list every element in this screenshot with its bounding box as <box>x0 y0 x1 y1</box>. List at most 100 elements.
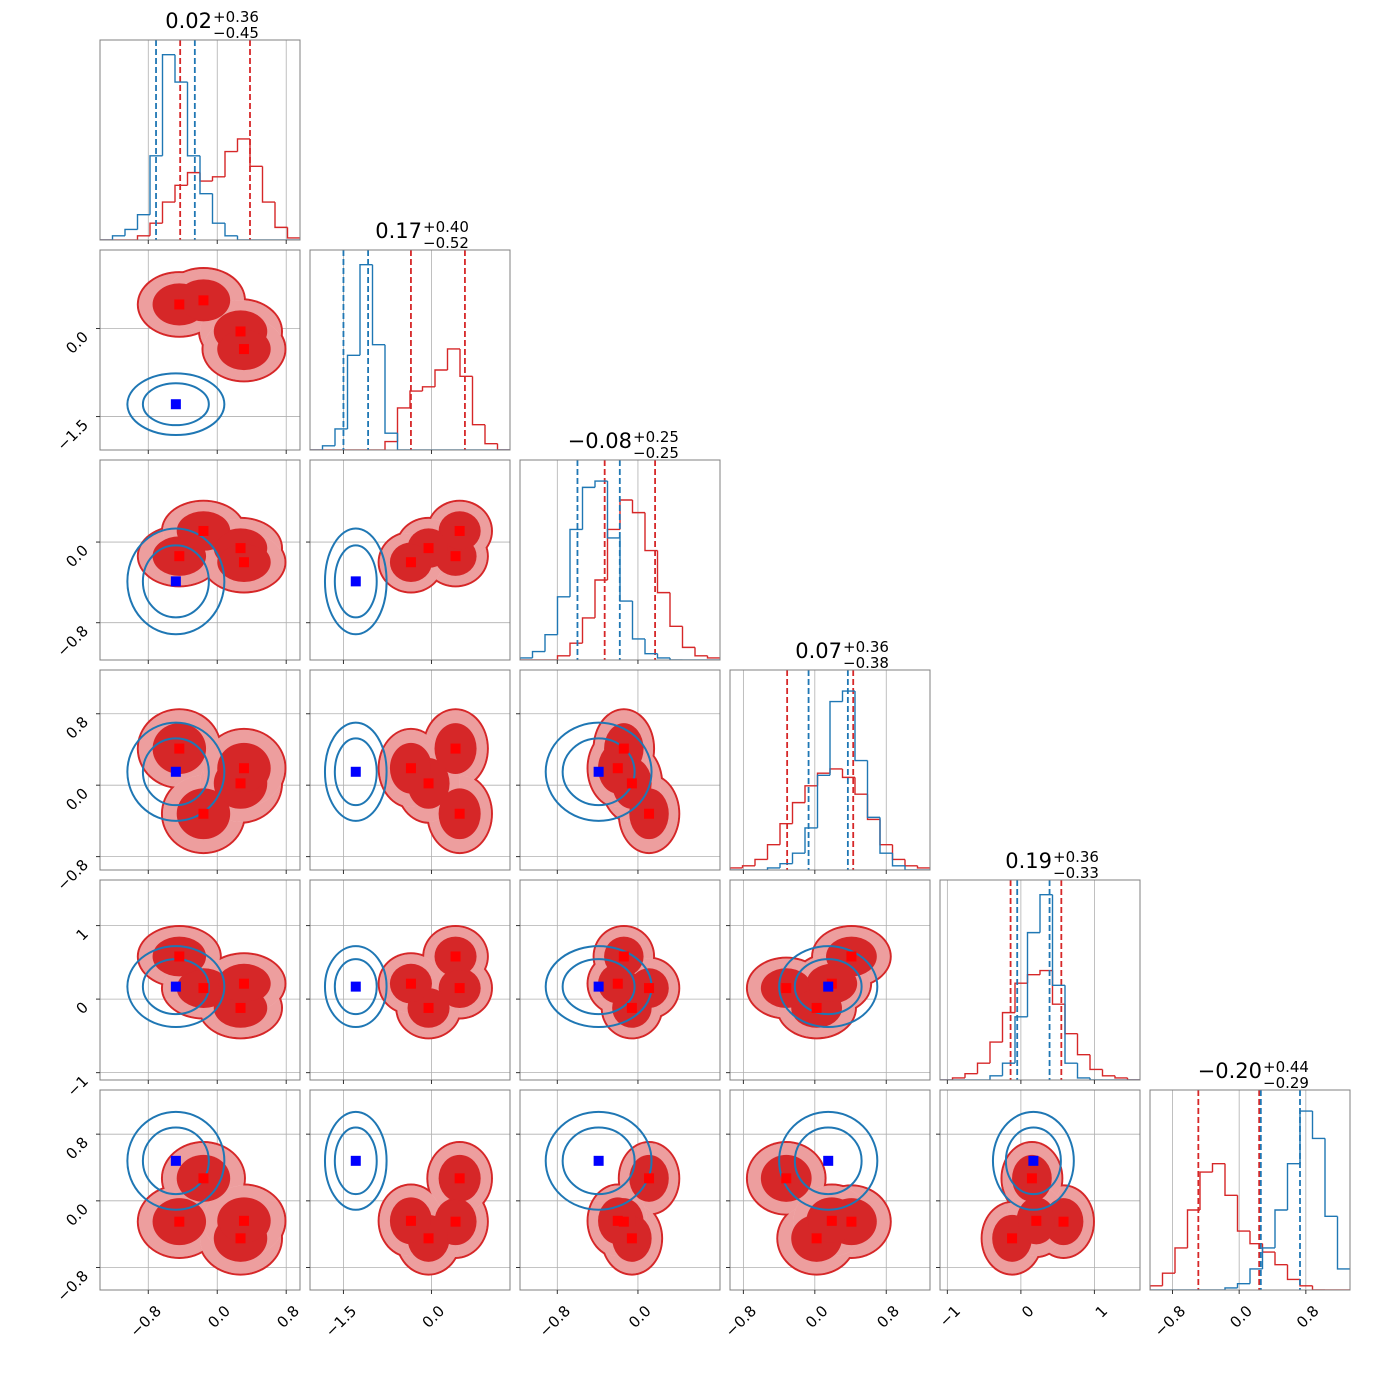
mode-marker <box>781 983 792 994</box>
density-contour <box>991 1110 1075 1211</box>
histogram-step <box>779 862 793 868</box>
histogram-step <box>619 537 633 602</box>
mode-marker <box>644 983 655 994</box>
panel: 0.19 +0.36−0.33 <box>939 848 1141 1084</box>
mode-marker <box>405 763 416 774</box>
mode-marker <box>423 778 434 789</box>
panel-frame <box>99 669 301 871</box>
y-tick-label: 0.8 <box>62 1133 92 1163</box>
mode-marker <box>1007 1233 1018 1244</box>
y-tick-label: −0.8 <box>54 856 92 894</box>
mode-marker <box>235 543 246 554</box>
mode-marker <box>811 1002 822 1013</box>
mode-marker <box>423 1233 434 1244</box>
mode-marker <box>846 1216 857 1227</box>
histogram-step <box>964 1072 978 1078</box>
histogram-step <box>644 512 658 552</box>
histogram-step <box>321 445 335 450</box>
panel <box>306 879 511 1084</box>
mode-marker <box>198 1173 209 1184</box>
title-minus-error: −0.45 <box>213 24 259 42</box>
title-plus-error: +0.36 <box>843 638 889 656</box>
histogram-step <box>1336 1216 1350 1270</box>
histogram-step <box>1076 1063 1090 1079</box>
histogram-step <box>766 867 780 870</box>
histogram-step <box>1224 1287 1238 1290</box>
histogram-step <box>174 184 188 203</box>
histogram-step <box>1014 982 1028 1013</box>
panel-content <box>520 1090 720 1290</box>
y-tick-label: 0.0 <box>62 1200 92 1230</box>
mode-marker <box>235 778 246 789</box>
panel-content <box>1150 1090 1350 1290</box>
mode-marker <box>350 981 361 992</box>
density-contour <box>544 721 653 822</box>
panel: −1 0 1 <box>936 1089 1141 1330</box>
histogram-step <box>741 865 755 868</box>
histogram-step <box>261 166 275 203</box>
panel: −0.20 +0.44−0.29 −0.8 0.0 0.8 <box>1149 1058 1351 1341</box>
panel-frame <box>99 459 301 661</box>
mode-marker <box>450 1216 461 1227</box>
panel-frame <box>729 669 931 871</box>
histogram-step <box>891 844 905 861</box>
mode-marker <box>170 399 181 410</box>
histogram-step <box>1089 1077 1103 1080</box>
histogram-step <box>1236 1195 1250 1232</box>
histogram-step <box>904 859 918 867</box>
mode-marker <box>823 981 834 992</box>
x-tick-label: 1 <box>1092 1302 1111 1321</box>
density-contour <box>333 1126 378 1196</box>
histogram-step <box>544 634 558 652</box>
panel: 0.07 +0.36−0.38 <box>729 638 931 874</box>
histogram-step <box>1101 1069 1115 1077</box>
mode-marker <box>826 1215 837 1226</box>
histogram-step <box>581 617 595 644</box>
panel-content <box>310 670 510 870</box>
panel-title: 0.07 <box>795 639 842 663</box>
histogram-step <box>359 264 373 356</box>
histogram-step <box>730 867 743 870</box>
histogram-step <box>656 653 670 659</box>
y-tick-label: −1 <box>64 1072 92 1100</box>
histogram-step <box>174 54 188 83</box>
panel-content <box>100 670 300 870</box>
histogram-step <box>1274 1209 1288 1248</box>
x-tick-label: −0.8 <box>127 1302 165 1340</box>
panel-frame <box>519 459 721 661</box>
histogram-step <box>1299 1279 1313 1287</box>
density-contour <box>561 958 636 1016</box>
panel: −1.5 0.0 <box>54 249 301 454</box>
histogram-step <box>669 657 683 660</box>
histogram-step <box>1014 1016 1028 1064</box>
histogram-step <box>866 794 880 821</box>
histogram-step <box>854 777 868 795</box>
histogram-step <box>706 655 720 659</box>
title-plus-error: +0.25 <box>633 428 679 446</box>
histogram-step <box>1026 974 1040 984</box>
panel-content <box>100 460 300 660</box>
histogram-step <box>161 201 175 224</box>
panel-title: 0.19 <box>1005 849 1052 873</box>
density-contour <box>126 1110 226 1211</box>
density-contour <box>141 544 210 619</box>
mode-marker <box>238 344 249 355</box>
histogram-step <box>1089 1054 1103 1071</box>
panel: 0.17 +0.40−0.52 <box>309 218 511 454</box>
title-minus-error: −0.29 <box>1263 1074 1309 1092</box>
mode-marker <box>198 808 209 819</box>
panel: −0.08 +0.25−0.25 <box>519 428 721 664</box>
mode-marker <box>174 299 185 310</box>
histogram-step <box>569 528 583 597</box>
histogram-step <box>891 853 905 867</box>
histogram-step <box>606 528 620 580</box>
title-plus-error: +0.36 <box>1053 848 1099 866</box>
histogram-step <box>249 138 263 168</box>
mode-marker <box>644 808 655 819</box>
panel: −1 0 1 <box>64 879 301 1100</box>
y-tick-label: −1.5 <box>54 416 92 454</box>
y-tick-label: 1 <box>73 925 92 944</box>
title-plus-error: +0.36 <box>213 8 259 26</box>
panel-title: −0.08 <box>568 429 632 453</box>
y-tick-label: 0.0 <box>62 784 92 814</box>
